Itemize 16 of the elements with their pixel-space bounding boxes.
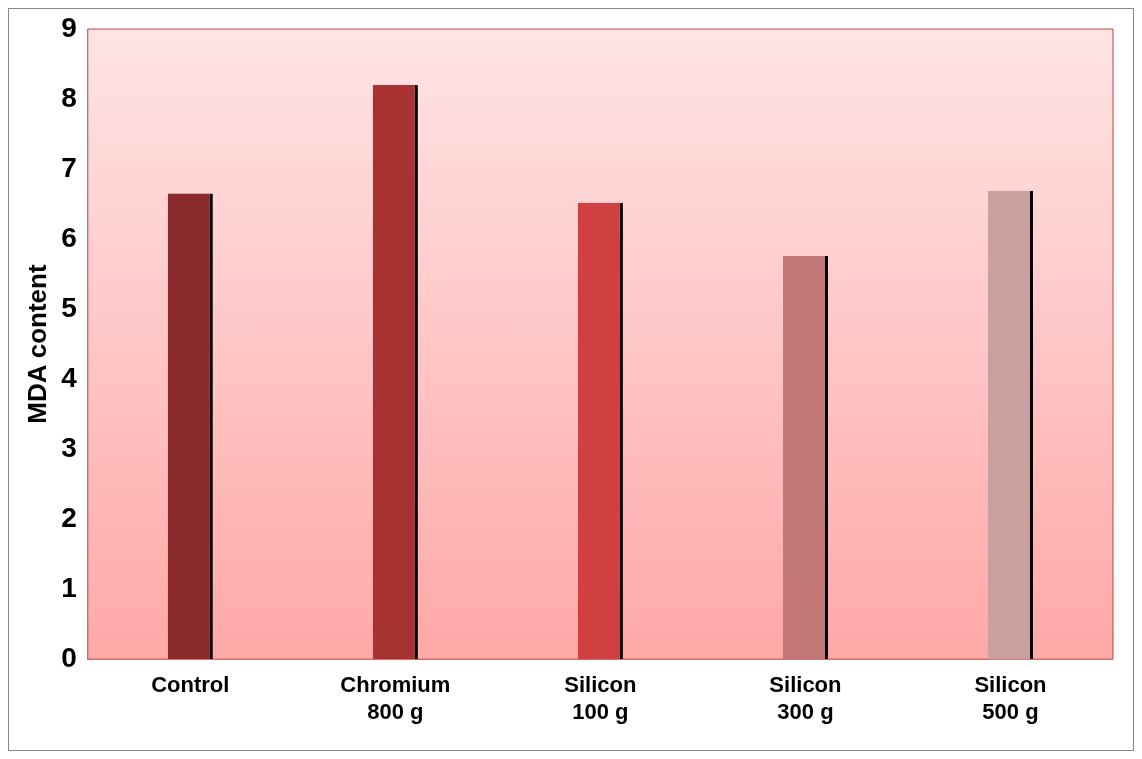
y-tick-label: 1 — [61, 571, 77, 603]
y-tick-label: 9 — [61, 11, 77, 43]
y-tick-label: 2 — [61, 501, 77, 533]
y-tick-label: 8 — [61, 81, 77, 113]
y-tick-label: 0 — [61, 641, 77, 673]
y-tick-label: 3 — [61, 431, 77, 463]
y-axis-title: MDA content — [21, 264, 52, 424]
x-tick-label: Silicon 300 g — [769, 672, 842, 724]
x-tick-label: Control — [151, 672, 230, 698]
y-tick-label: 4 — [61, 361, 78, 393]
y-tick-label: 7 — [61, 151, 77, 183]
y-tick-label: 5 — [61, 291, 77, 323]
x-tick-label: Chromium 800 g — [340, 672, 451, 724]
x-tick-label: Silicon 500 g — [974, 672, 1047, 724]
y-tick-label: 6 — [61, 221, 77, 253]
x-tick-label: Silicon 100 g — [564, 672, 637, 724]
